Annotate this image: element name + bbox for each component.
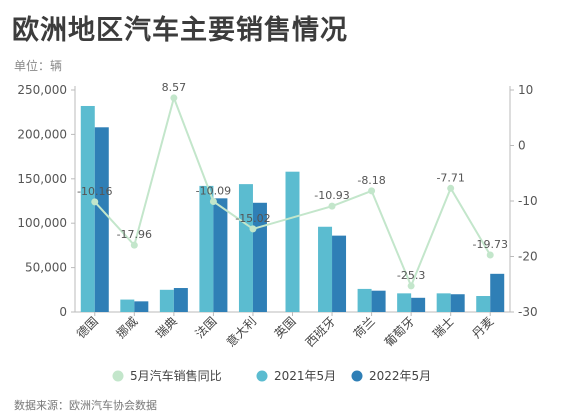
y-left-tick-label: 200,000 [17, 127, 67, 141]
bar-2022 [490, 273, 505, 312]
bar-2021 [436, 293, 451, 312]
y-left-tick-label: 100,000 [17, 216, 67, 230]
yoy-point [91, 198, 99, 206]
legend-marker [351, 370, 363, 382]
yoy-data-label: -15.02 [235, 212, 270, 225]
bar-2021 [397, 293, 412, 312]
y-right-tick-label: 0 [518, 139, 526, 153]
x-category-label: 瑞典 [153, 314, 180, 341]
yoy-point [486, 251, 494, 259]
y-left-tick-label: 250,000 [17, 83, 67, 97]
legend-label: 2022年5月 [369, 369, 431, 383]
bar-2021 [120, 299, 135, 312]
yoy-point [368, 187, 376, 195]
legend-marker [112, 370, 124, 382]
yoy-data-label: 8.57 [162, 81, 187, 94]
legend-label: 5月汽车销售同比 [130, 368, 222, 383]
y-left-tick-label: 150,000 [17, 172, 67, 186]
bar-2022 [450, 294, 465, 312]
x-category-label: 瑞士 [430, 314, 457, 341]
bar-2022 [94, 127, 109, 313]
bar-2022 [173, 288, 188, 312]
y-right-tick-label: -30 [518, 305, 538, 319]
yoy-data-label: -17.96 [117, 228, 152, 241]
y-left-tick-label: 50,000 [25, 261, 67, 275]
yoy-data-label: -8.18 [357, 174, 385, 187]
bar-2021 [199, 185, 214, 312]
yoy-data-label: -7.71 [436, 171, 464, 184]
bar-2021 [357, 288, 372, 312]
yoy-data-label: -10.09 [196, 184, 231, 197]
yoy-point [249, 225, 257, 233]
yoy-point [170, 94, 178, 102]
bar-2022 [332, 235, 347, 312]
yoy-point [407, 282, 415, 290]
y-right-tick-label: -10 [518, 194, 538, 208]
bar-2021 [476, 296, 491, 312]
y-right-tick-label: 10 [518, 83, 533, 97]
legend-marker [256, 370, 268, 382]
legend-label: 2021年5月 [274, 369, 336, 383]
bar-2022 [411, 297, 426, 312]
unit-label: 单位：辆 [14, 59, 63, 73]
x-category-label: 葡萄牙 [382, 314, 417, 349]
yoy-point [130, 241, 138, 249]
data-source: 数据来源：欧洲汽车协会数据 [14, 399, 157, 412]
yoy-data-label: -25.3 [397, 269, 425, 282]
x-category-label: 丹麦 [469, 314, 496, 341]
bar-2022 [213, 198, 228, 312]
x-category-label: 英国 [272, 314, 299, 341]
y-left-tick-label: 0 [59, 305, 67, 319]
yoy-point [328, 202, 336, 210]
yoy-data-label: -10.16 [77, 185, 112, 198]
chart-title: 欧洲地区汽车主要销售情况 [12, 15, 348, 46]
x-category-label: 法国 [193, 314, 220, 341]
bar-2022 [252, 202, 267, 312]
bar-2022 [134, 301, 149, 312]
yoy-data-label: -19.73 [472, 238, 507, 251]
x-category-label: 西班牙 [303, 314, 338, 349]
bar-2021 [238, 184, 253, 312]
bar-2022 [371, 290, 386, 312]
yoy-point [209, 197, 217, 205]
bar-2021 [80, 105, 95, 312]
x-category-label: 挪威 [114, 314, 141, 341]
yoy-data-label: -10.93 [314, 189, 349, 202]
yoy-point [447, 184, 455, 192]
y-right-tick-label: -20 [518, 250, 538, 264]
yoy-line [94, 94, 492, 289]
x-category-label: 德国 [73, 314, 101, 342]
x-category-label: 荷兰 [351, 314, 378, 341]
bar-2021 [285, 171, 300, 312]
x-category-label: 意大利 [223, 314, 259, 350]
bar-2021 [318, 226, 333, 312]
bar-2021 [159, 289, 174, 312]
